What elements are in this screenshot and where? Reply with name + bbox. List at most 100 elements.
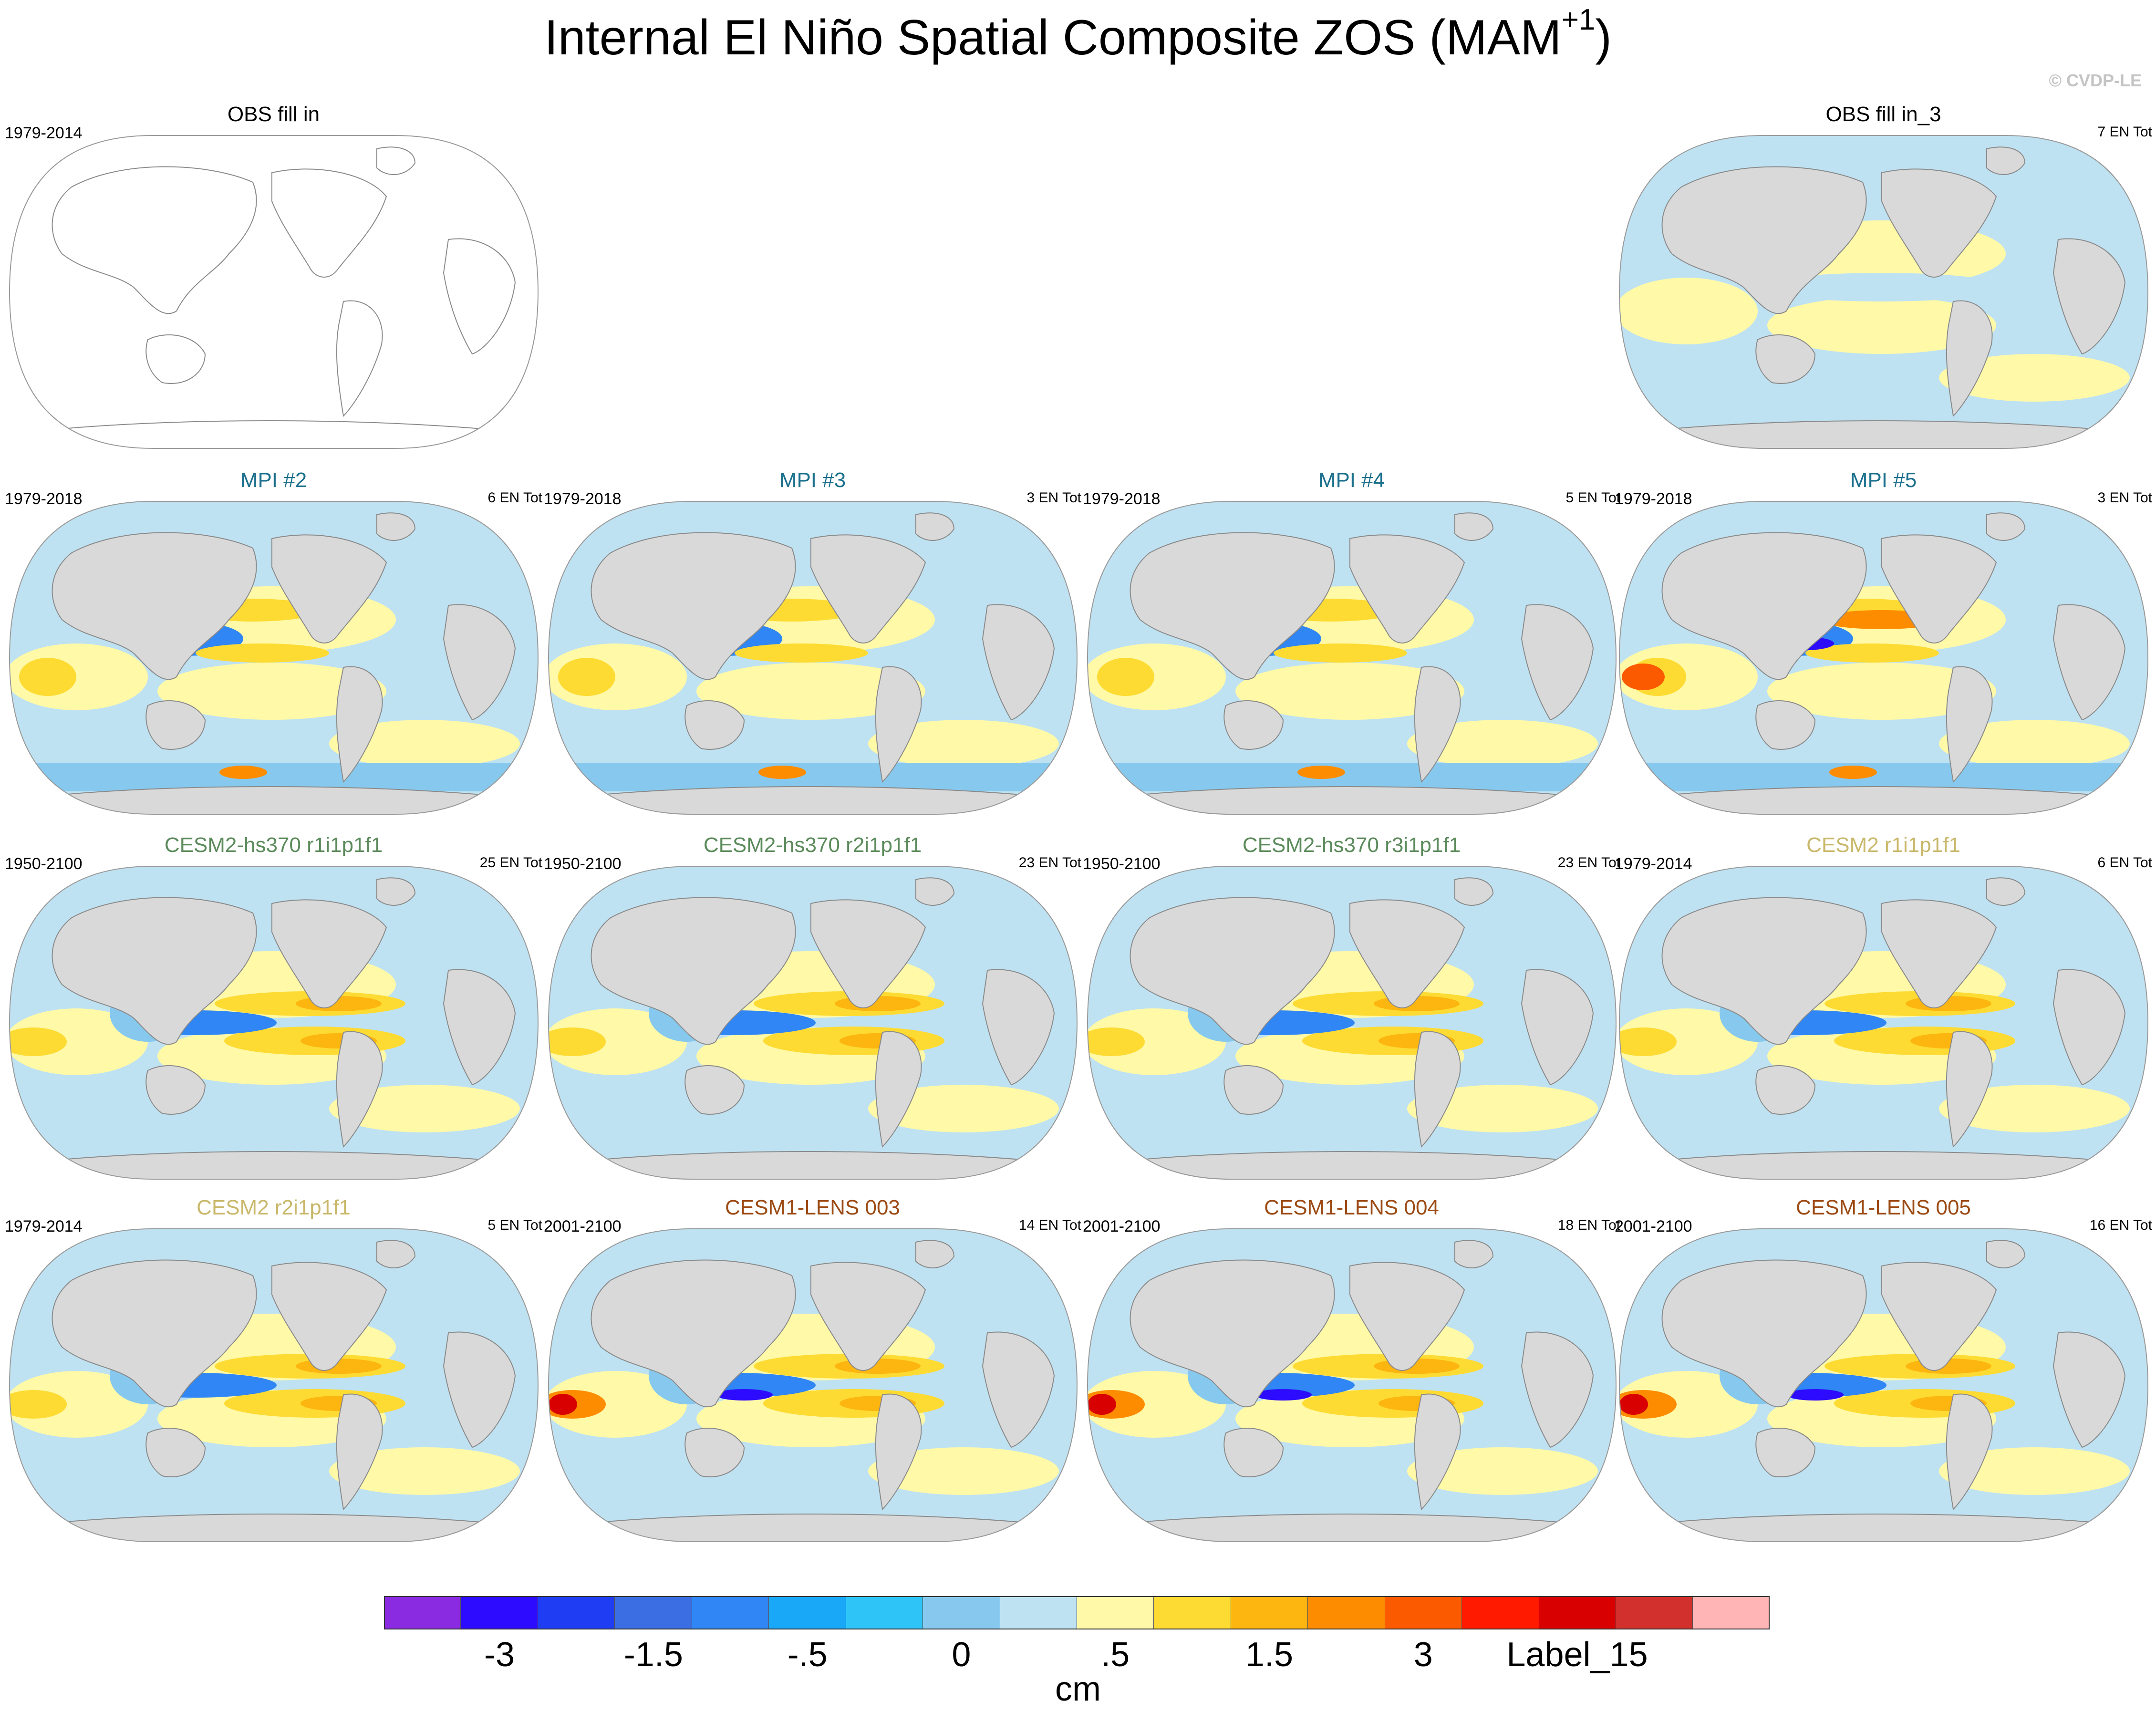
land-mass-3: [875, 1031, 922, 1148]
map-border: [1618, 1228, 2149, 1542]
map-border: [9, 866, 539, 1180]
land-mass-2: [1881, 1262, 1997, 1371]
panel-title: MPI #4: [1318, 468, 1385, 492]
map-panel: OBS fill in 1979-2014: [5, 104, 542, 467]
land-mass-3: [336, 1031, 383, 1148]
land-mass-1: [1223, 700, 1284, 750]
panel-event-count: 3 EN Tot: [1026, 490, 1081, 506]
warm-anomaly-indian: [1619, 1008, 1758, 1075]
land-mass-0: [1661, 897, 1867, 1045]
map-panel: CESM2 r2i1p1f1 1979-2014 5 EN Tot: [5, 1197, 542, 1561]
warm-anomaly-indian: [1088, 1008, 1226, 1075]
colorbar-cell: [1000, 1596, 1077, 1629]
colorbar-cell: [1154, 1596, 1231, 1629]
deep-cool-core: [1786, 1389, 1844, 1401]
land-mass-4: [443, 604, 516, 721]
colorbar-label: Label_15: [1506, 1636, 1648, 1674]
warm-anomaly-south-atlantic: [868, 1447, 1059, 1495]
land-mass-4: [982, 969, 1055, 1086]
map-border: [1618, 866, 2149, 1180]
map-panel: CESM1-LENS 004 2001-2100 18 EN Tot: [1083, 1197, 1620, 1561]
land-mass-5: [1986, 1240, 2026, 1268]
map-border: [1618, 501, 2149, 815]
world-map: [548, 1228, 1078, 1542]
land-mass-4: [2052, 969, 2126, 1086]
colorbar-cell: [461, 1596, 538, 1629]
panel-event-count: 14 EN Tot: [1018, 1217, 1081, 1233]
panel-title: CESM2-hs370 r1i1p1f1: [164, 833, 383, 857]
land-mass-4: [1521, 969, 1594, 1086]
world-map: [9, 501, 539, 815]
land-mass-0: [591, 897, 796, 1045]
southern-ocean-warm-eddy: [1297, 766, 1345, 779]
land-mass-4: [1521, 604, 1594, 721]
warm-patch-west-indian: [1097, 658, 1154, 696]
panel-title: CESM1-LENS 003: [725, 1196, 900, 1219]
land-mass-4: [2052, 238, 2126, 355]
panel-period: 1950-2100: [5, 855, 83, 873]
colorbar-cell: [615, 1596, 692, 1629]
southern-ocean-warm-eddy: [758, 766, 806, 779]
world-map: [9, 135, 539, 449]
land-mass-4: [443, 969, 516, 1086]
land-mass-4: [443, 1331, 516, 1448]
warm-patch-west-indian: [10, 1390, 67, 1419]
colorbar-label: -3: [484, 1636, 515, 1674]
warm-anomaly-south-atlantic: [868, 1085, 1059, 1132]
map-border: [1618, 135, 2149, 449]
land-mass-0: [1130, 532, 1335, 680]
land-mass-3: [1946, 1031, 1993, 1148]
land-mass-0: [52, 532, 257, 680]
map-panel: MPI #2 1979-2018 6 EN Tot: [5, 470, 542, 833]
panel-title: OBS fill in: [227, 103, 320, 126]
deep-cool-core: [1254, 1389, 1312, 1401]
warm-anomaly-south-atlantic: [1939, 354, 2130, 402]
panel-event-count: 18 EN Tot: [1557, 1217, 1620, 1233]
land-mass-2: [1349, 899, 1465, 1008]
land-mass-0: [591, 532, 796, 680]
panel-event-count: 5 EN Tot: [1565, 490, 1620, 506]
land-mass-2: [1349, 534, 1465, 643]
panel-period: 1950-2100: [1083, 855, 1161, 873]
land-mass-5: [915, 1240, 955, 1268]
warm-anomaly-indian: [1619, 278, 1758, 344]
cvdp-credit: © CVDP-LE: [2049, 71, 2142, 90]
land-mass-2: [271, 899, 387, 1008]
land-mass-1: [1223, 1428, 1284, 1477]
land-mass-1: [145, 334, 206, 384]
land-mass-5: [376, 877, 416, 906]
world-map: [1087, 866, 1617, 1180]
warm-band-south: [196, 643, 329, 663]
land-mass-2: [271, 1262, 387, 1371]
land-mass-4: [982, 604, 1055, 721]
panel-event-count: 25 EN Tot: [479, 855, 542, 871]
panel-event-count: 5 EN Tot: [487, 1217, 542, 1233]
land-mass-5: [1454, 877, 1494, 906]
warm-anomaly-south-pacific: [157, 663, 386, 720]
colorbar-label: 0: [952, 1636, 971, 1674]
warm-anomaly-south-atlantic: [329, 1085, 520, 1132]
land-mass-1: [1755, 700, 1816, 750]
panel-period: 1979-2014: [5, 124, 83, 142]
warm-anomaly-south-atlantic: [1939, 1085, 2130, 1132]
panel-event-count: 6 EN Tot: [2097, 855, 2152, 871]
map-panel: CESM2 r1i1p1f1 1979-2014 6 EN Tot: [1615, 835, 2152, 1198]
warm-anomaly-south-pacific: [1767, 663, 1996, 720]
land-mass-2: [1881, 899, 1997, 1008]
panel-period: 1979-2018: [1615, 490, 1692, 508]
land-mass-4: [982, 1331, 1055, 1448]
land-mass-0: [52, 166, 257, 314]
warm-anomaly-south-pacific: [1235, 663, 1464, 720]
land-mass-5: [915, 512, 955, 541]
land-mass-3: [336, 666, 383, 783]
map-border: [1087, 866, 1617, 1180]
world-map: [1618, 501, 2149, 815]
colorbar-cell: [384, 1596, 461, 1629]
world-map: [1618, 1228, 2149, 1542]
land-mass-3: [1414, 666, 1461, 783]
warm-anomaly-south-atlantic: [1407, 1447, 1598, 1495]
panel-title: MPI #5: [1850, 468, 1917, 492]
figure-title: Internal El Niño Spatial Composite ZOS (…: [544, 3, 1612, 65]
warm-band-south: [1274, 643, 1407, 663]
map-border: [9, 501, 539, 815]
